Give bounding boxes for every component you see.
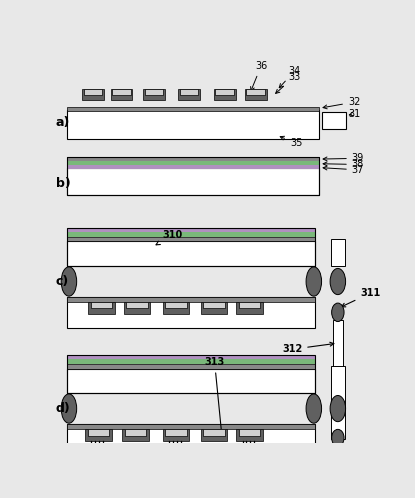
Bar (322, 112, 346, 129)
Bar (67, 157, 319, 161)
Bar (67, 242, 315, 266)
Text: b): b) (56, 177, 71, 190)
Bar (203, 429, 225, 436)
Bar (145, 89, 164, 95)
Text: 31: 31 (348, 109, 360, 119)
Ellipse shape (330, 395, 346, 422)
Bar (67, 364, 315, 369)
Bar (67, 355, 315, 359)
Bar (82, 89, 104, 100)
Bar (67, 107, 319, 112)
Bar (67, 359, 315, 364)
Bar (214, 89, 236, 100)
Bar (165, 429, 187, 436)
Bar (67, 237, 315, 242)
Bar (239, 429, 260, 436)
Bar (112, 89, 131, 95)
Ellipse shape (306, 267, 322, 296)
Bar (143, 89, 165, 100)
Bar (90, 302, 112, 308)
Bar (67, 424, 315, 429)
Bar (84, 89, 102, 95)
Bar (333, 320, 342, 378)
Bar (67, 424, 315, 455)
Bar (331, 366, 345, 439)
Text: 313: 313 (205, 358, 225, 437)
Bar (236, 302, 263, 314)
Ellipse shape (332, 429, 344, 446)
Ellipse shape (306, 394, 322, 423)
Bar (236, 429, 263, 441)
Text: 33: 33 (276, 72, 300, 94)
Bar (67, 157, 319, 195)
Text: 39: 39 (323, 153, 364, 163)
Bar (124, 302, 150, 314)
Bar (67, 369, 315, 393)
Bar (67, 297, 315, 328)
Bar (339, 447, 343, 480)
Bar (67, 110, 319, 139)
Bar (125, 429, 146, 436)
Bar (180, 89, 198, 95)
Bar (239, 302, 260, 308)
Text: 36: 36 (251, 61, 267, 91)
Text: 34: 34 (279, 66, 300, 88)
Bar (88, 429, 109, 436)
Text: 311: 311 (342, 288, 381, 307)
Ellipse shape (332, 303, 344, 322)
Text: 310: 310 (156, 230, 182, 245)
Bar (332, 447, 337, 490)
Bar (163, 302, 189, 314)
Bar (215, 89, 234, 95)
Text: 32: 32 (323, 97, 360, 109)
Text: 312: 312 (282, 342, 334, 354)
Bar (67, 297, 315, 302)
Text: 38: 38 (323, 159, 364, 169)
Bar (67, 167, 319, 195)
Bar (67, 228, 315, 266)
Bar (85, 429, 112, 441)
Ellipse shape (330, 268, 346, 295)
Ellipse shape (61, 267, 77, 296)
Bar (331, 239, 345, 266)
Bar (126, 302, 148, 308)
Bar (201, 302, 227, 314)
Bar (67, 228, 315, 232)
Text: d): d) (56, 402, 71, 415)
Bar (165, 302, 187, 308)
Bar (203, 302, 225, 308)
Bar (111, 89, 132, 100)
Ellipse shape (61, 394, 77, 423)
Bar (67, 165, 319, 169)
Bar (201, 429, 227, 441)
Bar (67, 232, 315, 237)
Text: c): c) (56, 275, 69, 288)
Text: 35: 35 (280, 136, 302, 148)
Bar (178, 89, 200, 100)
Bar (247, 89, 265, 95)
Bar (88, 302, 115, 314)
Text: 37: 37 (323, 165, 364, 175)
Text: a): a) (56, 117, 70, 129)
Bar (122, 429, 149, 441)
Ellipse shape (332, 483, 342, 495)
Bar (67, 161, 319, 165)
Bar (163, 429, 189, 441)
Bar (245, 89, 266, 100)
Bar (67, 355, 315, 393)
